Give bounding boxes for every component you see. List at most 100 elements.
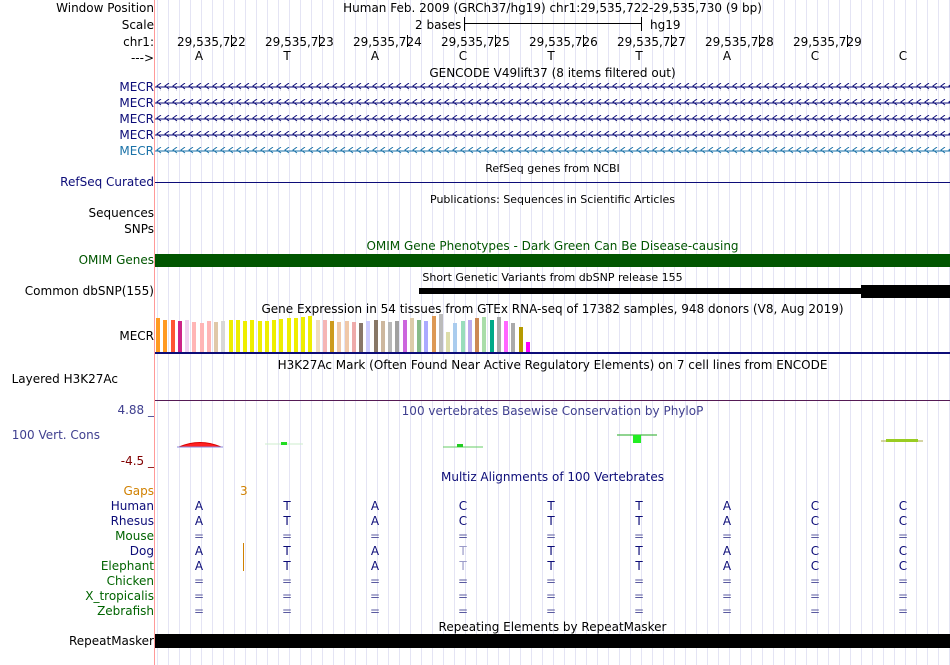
- refseq-gene-line[interactable]: [155, 182, 950, 183]
- gtex-tissue-bar[interactable]: [185, 320, 189, 352]
- gtex-tissue-bar[interactable]: [286, 318, 291, 352]
- species-chicken-label[interactable]: Chicken: [106, 574, 154, 588]
- gtex-tissue-bar[interactable]: [228, 320, 233, 352]
- gencode-item-label[interactable]: MECR: [119, 80, 154, 94]
- dbsnp-label[interactable]: Common dbSNP(155): [24, 284, 154, 298]
- alignment-base: C: [810, 499, 820, 513]
- gtex-tissue-bar[interactable]: [337, 322, 342, 352]
- gtex-tissue-bar[interactable]: [351, 322, 356, 352]
- gencode-item-label[interactable]: MECR: [119, 128, 154, 142]
- gtex-tissue-bar[interactable]: [496, 317, 501, 352]
- gtex-tissue-bar[interactable]: [330, 321, 334, 352]
- gtex-tissue-bar[interactable]: [395, 321, 400, 352]
- h3k27ac-label[interactable]: Layered H3K27Ac: [11, 372, 118, 386]
- alignment-base: A: [722, 544, 732, 558]
- gencode-item-label[interactable]: MECR: [119, 144, 154, 158]
- gtex-tissue-bar[interactable]: [431, 316, 436, 352]
- sequences-label[interactable]: Sequences: [88, 206, 154, 220]
- gtex-tissue-bar[interactable]: [272, 320, 276, 352]
- species-rhesus-label[interactable]: Rhesus: [110, 514, 154, 528]
- species-dog-label[interactable]: Dog: [129, 544, 154, 558]
- ruler-coordinate: 29,535,724: [353, 35, 422, 49]
- phylop-graph[interactable]: [155, 425, 950, 455]
- omim-label[interactable]: OMIM Genes: [78, 253, 154, 267]
- gtex-tissue-bar[interactable]: [264, 321, 269, 352]
- alignment-base: =: [281, 589, 293, 603]
- gtex-tissue-bar[interactable]: [250, 320, 255, 352]
- gtex-tissue-bar[interactable]: [344, 321, 349, 352]
- dbsnp-variant[interactable]: [861, 285, 950, 298]
- gtex-tissue-bar[interactable]: [163, 320, 168, 352]
- gtex-tissue-bar[interactable]: [417, 320, 421, 352]
- alignment-base: A: [194, 514, 204, 528]
- gtex-tissue-bar[interactable]: [504, 321, 508, 352]
- snps-label[interactable]: SNPs: [124, 222, 154, 236]
- guide-line: [619, 0, 620, 665]
- gtex-tissue-bar[interactable]: [235, 320, 240, 352]
- gtex-tissue-bar[interactable]: [257, 321, 262, 352]
- repeatmasker-label[interactable]: RepeatMasker: [68, 634, 154, 648]
- gencode-item-label[interactable]: MECR: [119, 112, 154, 126]
- gtex-tissue-bar[interactable]: [279, 319, 284, 352]
- gtex-tissue-bar[interactable]: [467, 320, 472, 352]
- gtex-tissue-bar[interactable]: [170, 320, 175, 352]
- gtex-tissue-bar[interactable]: [482, 317, 487, 352]
- alignment-base: =: [193, 574, 205, 588]
- alignment-base: T: [547, 499, 555, 513]
- gtex-tissue-bar[interactable]: [156, 318, 160, 352]
- track-image[interactable]: Human Feb. 2009 (GRCh37/hg19) chr1:29,53…: [155, 0, 950, 665]
- gtex-tissue-bar[interactable]: [206, 321, 211, 352]
- guide-line: [575, 0, 576, 665]
- refseq-label[interactable]: RefSeq Curated: [60, 175, 154, 189]
- species-mouse-label[interactable]: Mouse: [115, 529, 154, 543]
- gtex-tissue-bar[interactable]: [293, 318, 298, 352]
- species-xtropicalis-label[interactable]: X_tropicalis: [85, 589, 154, 603]
- species-human-label[interactable]: Human: [110, 499, 154, 513]
- gtex-tissue-bar[interactable]: [453, 323, 458, 352]
- alignment-base: A: [370, 499, 380, 513]
- gencode-transcripts[interactable]: [155, 82, 950, 156]
- gtex-tissue-bar[interactable]: [438, 314, 443, 352]
- gtex-tissue-bar[interactable]: [192, 322, 197, 352]
- gtex-tissue-bar[interactable]: [460, 321, 465, 352]
- gtex-tissue-bar[interactable]: [511, 323, 516, 352]
- dbsnp-variant[interactable]: [419, 288, 861, 294]
- alignment-base: T: [283, 514, 291, 528]
- gtex-tissue-bar[interactable]: [177, 321, 182, 352]
- phylop-label[interactable]: 100 Vert. Cons: [11, 428, 100, 442]
- gtex-tissue-bar[interactable]: [221, 321, 226, 352]
- gtex-tissue-bar[interactable]: [199, 323, 204, 352]
- omim-gene-bar[interactable]: [155, 254, 950, 267]
- gtex-gene-label[interactable]: MECR: [119, 329, 154, 343]
- gtex-tissue-bar[interactable]: [380, 321, 385, 352]
- gtex-tissue-bar[interactable]: [301, 317, 305, 352]
- gaps-label[interactable]: Gaps: [123, 484, 154, 498]
- repeat-element[interactable]: [155, 634, 950, 648]
- transcript-row: [155, 115, 950, 123]
- gencode-item-label[interactable]: MECR: [119, 96, 154, 110]
- gtex-tissue-bar[interactable]: [322, 320, 327, 352]
- gtex-tissue-bar[interactable]: [308, 316, 313, 352]
- gtex-tissue-bar[interactable]: [402, 320, 407, 352]
- alignment-base: =: [897, 529, 909, 543]
- gtex-tissue-bar[interactable]: [446, 332, 450, 352]
- gtex-tissue-bar[interactable]: [388, 322, 392, 352]
- gtex-tissue-bar[interactable]: [359, 323, 363, 352]
- gtex-tissue-bar[interactable]: [214, 322, 218, 352]
- species-zebrafish-label[interactable]: Zebrafish: [97, 604, 154, 618]
- gtex-tissue-bar[interactable]: [373, 320, 378, 352]
- gap-count[interactable]: 3: [240, 484, 248, 498]
- gtex-tissue-bar[interactable]: [243, 321, 247, 352]
- gap-marker[interactable]: [243, 543, 244, 571]
- gtex-tissue-bar[interactable]: [518, 327, 523, 352]
- gtex-tissue-bar[interactable]: [409, 318, 414, 352]
- guide-line: [905, 0, 906, 665]
- gtex-tissue-bar[interactable]: [525, 342, 530, 352]
- species-elephant-label[interactable]: Elephant: [100, 559, 154, 573]
- gtex-tissue-bar[interactable]: [424, 321, 429, 352]
- gtex-tissue-bar[interactable]: [489, 320, 494, 352]
- gtex-tissue-bar[interactable]: [315, 320, 320, 352]
- gtex-tissue-bar[interactable]: [475, 318, 479, 352]
- alignment-base: =: [897, 604, 909, 618]
- gtex-tissue-bar[interactable]: [366, 321, 371, 352]
